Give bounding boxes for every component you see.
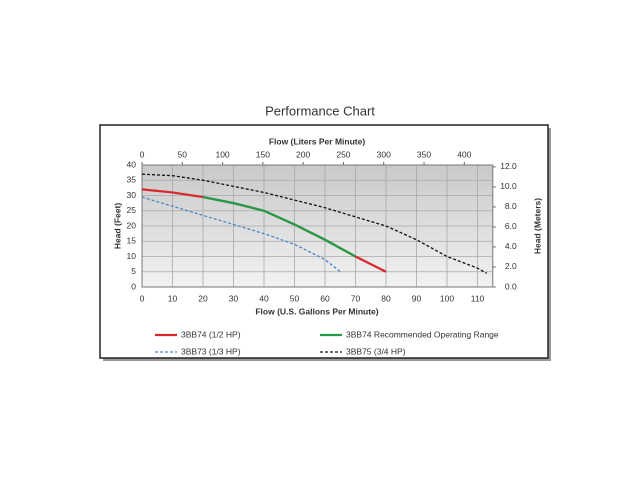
x-tick-label: 100	[440, 293, 454, 303]
legend-label: 3BB74 Recommended Operating Range	[346, 329, 499, 339]
y-tick-label: 35	[127, 175, 137, 185]
x2-tick-label: 300	[377, 149, 391, 159]
y2-tick-label: 12.0	[500, 161, 517, 171]
series-line	[141, 173, 487, 274]
y2-tick-label: 4.0	[505, 241, 517, 251]
y2-tick-label: 10.0	[500, 181, 517, 191]
y-axis-title: Head (Feet)	[112, 203, 122, 249]
y-tick-label: 10	[127, 251, 137, 261]
x-tick-label: 0	[140, 293, 145, 303]
y2-tick-label: 0.0	[505, 281, 517, 291]
x-tick-label: 110	[471, 293, 485, 303]
x2-tick-label: 50	[178, 149, 188, 159]
series-line	[141, 196, 341, 273]
y-tick-label: 20	[127, 220, 137, 230]
y-tick-label: 25	[127, 205, 137, 215]
x-tick-label: 90	[412, 293, 422, 303]
y-tick-label: 40	[127, 159, 137, 169]
x-tick-label: 10	[168, 293, 178, 303]
x2-axis-title: Flow (Liters Per Minute)	[269, 136, 366, 146]
y-tick-label: 30	[127, 190, 137, 200]
legend-label: 3BB74 (1/2 HP)	[181, 329, 241, 339]
x-tick-label: 50	[290, 293, 300, 303]
y2-tick-label: 8.0	[505, 201, 517, 211]
legend-label: 3BB73 (1/3 HP)	[181, 346, 241, 356]
y2-tick-label: 6.0	[505, 221, 517, 231]
series-line	[202, 195, 357, 258]
x-axis-title: Flow (U.S. Gallons Per Minute)	[255, 306, 378, 316]
y-tick-label: 0	[131, 281, 136, 291]
x-tick-label: 40	[259, 293, 269, 303]
x-tick-label: 70	[351, 293, 361, 303]
chart-title: Performance Chart	[265, 103, 375, 118]
x2-tick-label: 0	[140, 149, 145, 159]
plot-border	[141, 164, 494, 288]
x2-tick-label: 150	[256, 149, 270, 159]
x2-tick-label: 200	[296, 149, 310, 159]
y2-tick-label: 2.0	[505, 261, 517, 271]
y-tick-label: 15	[127, 236, 137, 246]
x2-tick-label: 400	[457, 149, 471, 159]
x-tick-label: 80	[381, 293, 391, 303]
x-tick-label: 30	[229, 293, 239, 303]
y-tick-label: 5	[131, 266, 136, 276]
x2-tick-label: 100	[215, 149, 229, 159]
x-tick-label: 60	[320, 293, 330, 303]
legend-label: 3BB75 (3/4 HP)	[346, 346, 406, 356]
x2-tick-label: 350	[417, 149, 431, 159]
x2-tick-label: 250	[336, 149, 350, 159]
x-tick-label: 20	[198, 293, 208, 303]
y2-axis-title: Head (Meters)	[532, 198, 542, 254]
